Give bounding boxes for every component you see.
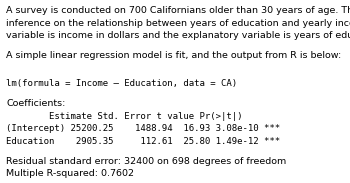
Text: (Intercept) 25200.25    1488.94  16.93 3.08e-10 ***: (Intercept) 25200.25 1488.94 16.93 3.08e…: [6, 124, 280, 133]
Text: lm(formula = Income – Education, data = CA): lm(formula = Income – Education, data = …: [6, 79, 237, 88]
Text: Residual standard error: 32400 on 698 degrees of freedom: Residual standard error: 32400 on 698 de…: [6, 157, 287, 166]
Text: inference on the relationship between years of education and yearly income in do: inference on the relationship between ye…: [6, 19, 350, 28]
Text: Estimate Std. Error t value Pr(>|t|): Estimate Std. Error t value Pr(>|t|): [6, 112, 243, 121]
Text: Coefficients:: Coefficients:: [6, 99, 66, 108]
Text: Multiple R-squared: 0.7602: Multiple R-squared: 0.7602: [6, 169, 134, 178]
Text: variable is income in dollars and the explanatory variable is years of education: variable is income in dollars and the ex…: [6, 31, 350, 40]
Text: A survey is conducted on 700 Californians older than 30 years of age. The study : A survey is conducted on 700 Californian…: [6, 6, 350, 15]
Text: A simple linear regression model is fit, and the output from R is below:: A simple linear regression model is fit,…: [6, 51, 342, 60]
Text: Education    2905.35     112.61  25.80 1.49e-12 ***: Education 2905.35 112.61 25.80 1.49e-12 …: [6, 137, 280, 146]
